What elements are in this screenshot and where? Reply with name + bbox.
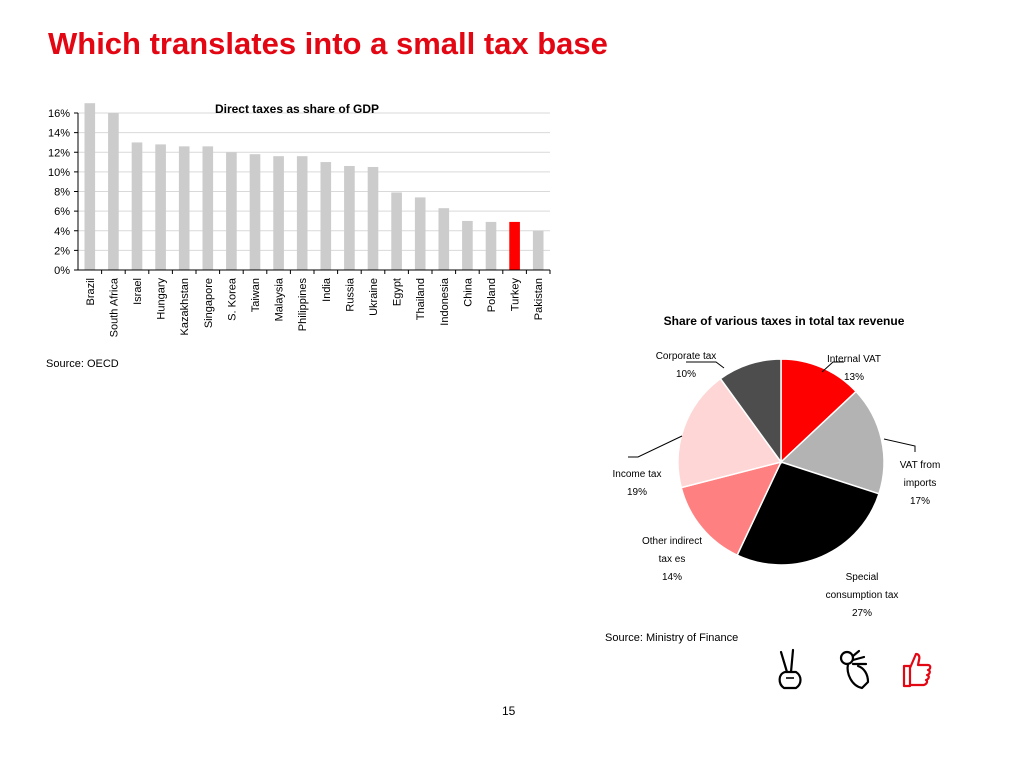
pie-label: Special consumption tax 27% <box>826 572 899 619</box>
bar-malaysia <box>273 156 284 270</box>
pie-chart-title: Share of various taxes in total tax reve… <box>664 314 905 328</box>
pie-label: Other indirect tax es 14% <box>642 536 702 583</box>
bar-chart-x-label: Taiwan <box>250 278 262 312</box>
bar-brazil <box>84 103 96 270</box>
bar-chart-x-label: Russia <box>344 277 356 312</box>
pie-chart-slices <box>677 358 885 566</box>
bar-indonesia <box>438 208 450 270</box>
pie-label-value: 10% <box>676 369 696 380</box>
bar-china <box>462 220 473 270</box>
bar-chart-x-label: South Africa <box>108 277 120 337</box>
pie-label: Income tax 19% <box>613 469 662 498</box>
bar-chart-x-label: Egypt <box>392 278 404 306</box>
pie-label-value: 17% <box>910 496 930 507</box>
pie-leader-line <box>686 361 725 369</box>
bar-chart-x-label: Israel <box>132 278 144 305</box>
slide-title: Which translates into a small tax base <box>48 26 608 61</box>
bar-chart-x-label: Ukraine <box>368 278 380 316</box>
bar-israel <box>131 142 143 270</box>
bar-hungary <box>155 144 166 270</box>
bar-chart-x-label: Singapore <box>203 278 215 328</box>
pie-slice-internal-vat <box>780 358 858 464</box>
ok-hand-icon <box>839 649 870 690</box>
bar-chart-y-tick-label: 10% <box>48 167 70 179</box>
pie-label: VAT from imports 17% <box>900 460 941 507</box>
bar-chart-y-tick-label: 2% <box>54 245 70 257</box>
bar-chart-x-label: Turkey <box>510 278 522 312</box>
bar-pakistan <box>532 230 544 270</box>
bar-chart-y-tick-label: 12% <box>48 147 70 159</box>
bar-chart-gridlines <box>78 112 550 251</box>
bar-singapore <box>202 146 214 270</box>
page-number: 15 <box>502 704 516 718</box>
bar-chart-x-label: Brazil <box>85 278 97 306</box>
bar-chart-x-label: Philippines <box>297 278 309 332</box>
bar-india <box>320 162 332 270</box>
pie-chart: Share of various taxes in total tax reve… <box>613 314 941 619</box>
bar-chart-source: Source: OECD <box>46 358 119 370</box>
pie-slice-other-indirect-taxes <box>680 460 783 557</box>
pie-chart-source: Source: Ministry of Finance <box>605 632 739 644</box>
bar-chart-y-tick-label: 4% <box>54 226 70 238</box>
thumbs-up-icon <box>902 652 932 688</box>
bar-chart-x-label: China <box>462 277 474 307</box>
pie-label: Corporate tax 10% <box>656 351 717 380</box>
bar-chart-x-label: India <box>321 277 333 302</box>
bar-philippines <box>296 156 308 270</box>
bar-chart-y-tick-label: 0% <box>54 265 70 277</box>
pie-leader-line <box>883 438 916 452</box>
bar-chart-x-label: Malaysia <box>274 277 286 321</box>
pie-slice-vat-from-imports <box>779 390 885 495</box>
bar-chart-x-axis: Brazil South Africa Israel Hungary Kazakhsta… <box>85 270 551 337</box>
bar-chart-y-axis: 0% 2% 4% 6% 8% 10% 12% 14% 16% <box>48 108 78 277</box>
bar-kazakhstan <box>178 146 190 270</box>
pie-label: Internal VAT 13% <box>827 354 881 383</box>
pie-leader-line <box>821 361 844 373</box>
bar-chart-x-label: Thailand <box>415 278 427 320</box>
bar-chart: 0% 2% 4% 6% 8% 10% 12% 14% 16% Brazil South Afric… <box>48 102 551 337</box>
pie-slice-corporate-tax <box>719 358 782 465</box>
bar-chart-y-tick-label: 14% <box>48 128 70 140</box>
bar-chart-x-label: Indonesia <box>439 277 451 326</box>
pie-leader-line <box>628 435 683 458</box>
bar-south-africa <box>108 113 119 270</box>
pie-label-value: 27% <box>852 608 872 619</box>
bar-poland <box>485 221 497 270</box>
bar-turkey <box>509 221 520 270</box>
bar-chart-x-label: Hungary <box>156 278 168 320</box>
bar-chart-y-tick-label: 8% <box>54 187 70 199</box>
bar-chart-bars <box>84 103 544 270</box>
bar-s-korea <box>226 152 237 270</box>
bar-egypt <box>391 192 402 270</box>
pie-chart-leader-lines <box>628 361 916 458</box>
bar-chart-x-label: Poland <box>486 278 498 312</box>
pie-chart-labels: Internal VAT 13% VAT from imports 17% Special… <box>613 351 941 619</box>
pie-label-value: 14% <box>662 572 682 583</box>
bar-chart-x-label: Kazakhstan <box>179 278 191 335</box>
bar-chart-x-label: Pakistan <box>533 278 545 320</box>
bar-russia <box>344 165 355 270</box>
pie-label-value: 19% <box>627 487 647 498</box>
bar-ukraine <box>367 166 379 270</box>
victory-hand-icon <box>778 648 802 690</box>
bar-chart-title: Direct taxes as share of GDP <box>215 102 379 116</box>
pie-slice-income-tax <box>677 377 783 489</box>
bar-chart-x-label: S. Korea <box>226 277 238 321</box>
pie-slice-special-consumption-tax <box>736 461 880 566</box>
bar-taiwan <box>249 154 261 270</box>
pie-label-value: 13% <box>844 372 864 383</box>
bar-chart-y-tick-label: 6% <box>54 206 70 218</box>
bar-chart-y-tick-label: 16% <box>48 108 70 120</box>
bar-thailand <box>414 197 426 270</box>
